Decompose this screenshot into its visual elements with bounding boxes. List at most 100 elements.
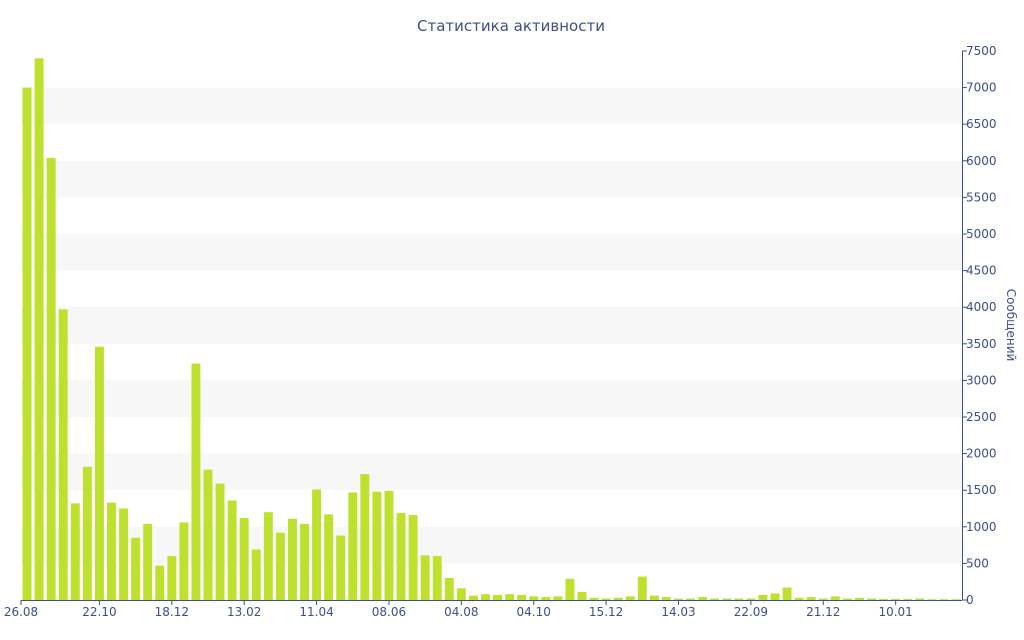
bar	[493, 594, 502, 600]
bar	[649, 595, 659, 600]
bar	[794, 597, 804, 600]
grid-band	[21, 380, 962, 417]
bar	[432, 556, 442, 600]
bar	[312, 489, 322, 600]
y-tick-label: 1500	[966, 483, 997, 497]
bar	[927, 599, 937, 600]
y-tick-label: 6000	[966, 154, 997, 168]
bar	[155, 565, 165, 600]
bars-group	[22, 58, 961, 601]
y-tick-label: 0	[966, 593, 974, 607]
bar	[722, 598, 732, 600]
y-tick-label: 3000	[966, 373, 997, 387]
bar	[46, 157, 56, 600]
bar	[396, 512, 406, 600]
bar	[300, 523, 309, 600]
y-tick-label: 7000	[966, 81, 997, 95]
bar	[94, 346, 104, 600]
grid-bands	[21, 87, 962, 564]
x-tick-label: 22.09	[734, 605, 768, 619]
x-axis-ticks: 26.08 22.10 18.12 13.02 11.04 08.06 04.08 04.10…	[4, 600, 913, 619]
bar	[444, 578, 454, 600]
bar	[951, 599, 961, 600]
x-tick-label: 15.12	[589, 605, 623, 619]
bar	[456, 588, 466, 600]
bar	[529, 596, 539, 600]
bar	[215, 483, 225, 600]
bar	[360, 474, 370, 600]
bar	[915, 598, 925, 600]
bar	[818, 598, 828, 600]
bar	[34, 58, 44, 600]
bar	[505, 594, 515, 600]
bar	[82, 466, 92, 600]
bar	[541, 597, 551, 600]
bar	[830, 596, 840, 600]
y-tick-label: 2500	[966, 410, 997, 424]
grid-band	[21, 453, 962, 491]
x-tick-label: 04.08	[444, 605, 478, 619]
bar	[58, 309, 68, 600]
x-tick-label: 10.01	[878, 605, 912, 619]
x-tick-label: 13.02	[227, 605, 261, 619]
bar	[601, 598, 611, 600]
bar	[879, 598, 889, 600]
y-axis-ticks: 0 500 1000 1500 2000 2500 3000 3500 4000 4500 5000…	[962, 44, 997, 607]
y-tick-label: 7500	[966, 44, 997, 58]
bar	[782, 587, 792, 600]
bar	[842, 598, 852, 600]
x-tick-label: 11.04	[299, 605, 333, 619]
grid-band	[21, 160, 962, 198]
bar	[287, 518, 297, 600]
bar	[661, 597, 671, 600]
bar	[613, 597, 623, 600]
y-tick-label: 5000	[966, 227, 997, 241]
bar	[517, 594, 527, 600]
bar	[625, 596, 635, 600]
bar	[143, 523, 153, 600]
y-tick-label: 2000	[966, 447, 997, 461]
bar	[336, 535, 346, 600]
bar	[372, 491, 382, 600]
bar	[577, 591, 587, 600]
bar	[770, 593, 780, 600]
bar	[324, 514, 334, 600]
bar	[167, 556, 177, 600]
x-tick-label: 22.10	[82, 605, 116, 619]
bar	[746, 598, 756, 600]
grid-band	[21, 234, 962, 271]
y-tick-label: 3500	[966, 337, 997, 351]
bar	[710, 598, 720, 600]
bar	[481, 594, 490, 600]
bar	[686, 598, 696, 600]
bar	[674, 598, 683, 600]
bar	[468, 595, 478, 600]
grid-band	[21, 87, 962, 125]
y-tick-label: 1000	[966, 520, 997, 534]
bar	[565, 578, 575, 600]
bar	[263, 512, 273, 600]
y-tick-label: 4500	[966, 264, 997, 278]
bar	[251, 549, 261, 600]
x-tick-label: 08.06	[372, 605, 406, 619]
bar	[348, 492, 358, 600]
bar	[589, 597, 599, 600]
bar	[698, 597, 708, 600]
bar	[227, 500, 237, 600]
bar	[239, 518, 249, 600]
bar	[119, 508, 129, 600]
bar	[806, 597, 816, 600]
bar	[191, 363, 201, 600]
y-tick-label: 6500	[966, 117, 997, 131]
axes-group	[21, 51, 963, 601]
y-tick-label: 500	[966, 556, 989, 570]
bar	[939, 599, 949, 600]
bar	[867, 598, 876, 600]
grid-band	[21, 526, 962, 564]
bar	[758, 594, 768, 600]
bar	[891, 598, 901, 600]
bar	[22, 87, 32, 601]
x-tick-label: 21.12	[806, 605, 840, 619]
bar	[131, 537, 141, 600]
x-tick-label: 26.08	[4, 605, 38, 619]
